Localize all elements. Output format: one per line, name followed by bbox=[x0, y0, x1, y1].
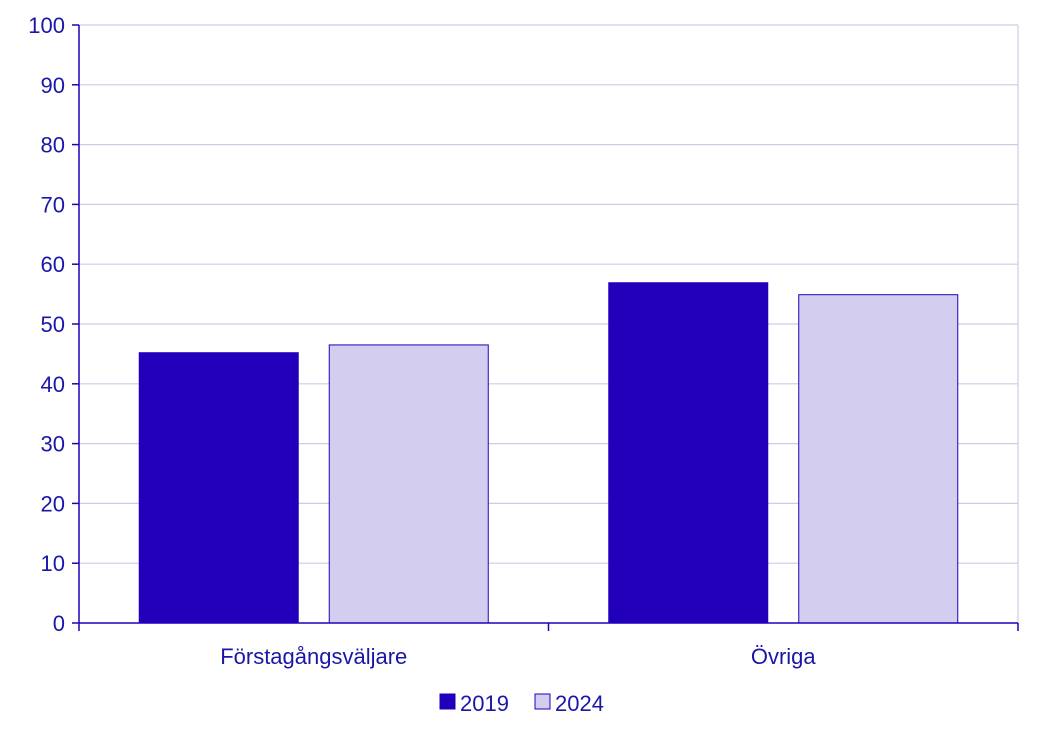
legend-label-2024: 2024 bbox=[555, 691, 604, 716]
bar-2019-forstagangsvaljare bbox=[138, 352, 299, 624]
x-category-label: Förstagångsväljare bbox=[220, 644, 407, 669]
bar-2024-ovriga bbox=[798, 294, 959, 624]
y-tick-label: 90 bbox=[41, 73, 65, 98]
x-category-label: Övriga bbox=[751, 644, 817, 669]
y-tick-label: 80 bbox=[41, 133, 65, 158]
y-tick-label: 40 bbox=[41, 372, 65, 397]
y-tick-label: 20 bbox=[41, 491, 65, 516]
legend-swatch-2019 bbox=[439, 693, 456, 710]
y-tick-label: 30 bbox=[41, 432, 65, 457]
y-tick-label: 50 bbox=[41, 312, 65, 337]
legend-swatch-2024 bbox=[534, 693, 551, 710]
legend-label-2019: 2019 bbox=[460, 691, 509, 716]
y-tick-label: 100 bbox=[28, 13, 65, 38]
bar-2024-forstagangsvaljare bbox=[328, 344, 489, 624]
y-tick-label: 70 bbox=[41, 192, 65, 217]
axis-labels: 0 10 20 30 40 50 60 70 80 90 100 Förstagångsväljare… bbox=[28, 13, 816, 669]
legend: 2019 2024 bbox=[439, 691, 604, 716]
y-tick-label: 60 bbox=[41, 252, 65, 277]
bars bbox=[138, 282, 959, 624]
bar-2019-ovriga bbox=[608, 282, 769, 624]
y-tick-label: 10 bbox=[41, 551, 65, 576]
y-tick-label: 0 bbox=[53, 611, 65, 636]
axes bbox=[72, 24, 1019, 631]
